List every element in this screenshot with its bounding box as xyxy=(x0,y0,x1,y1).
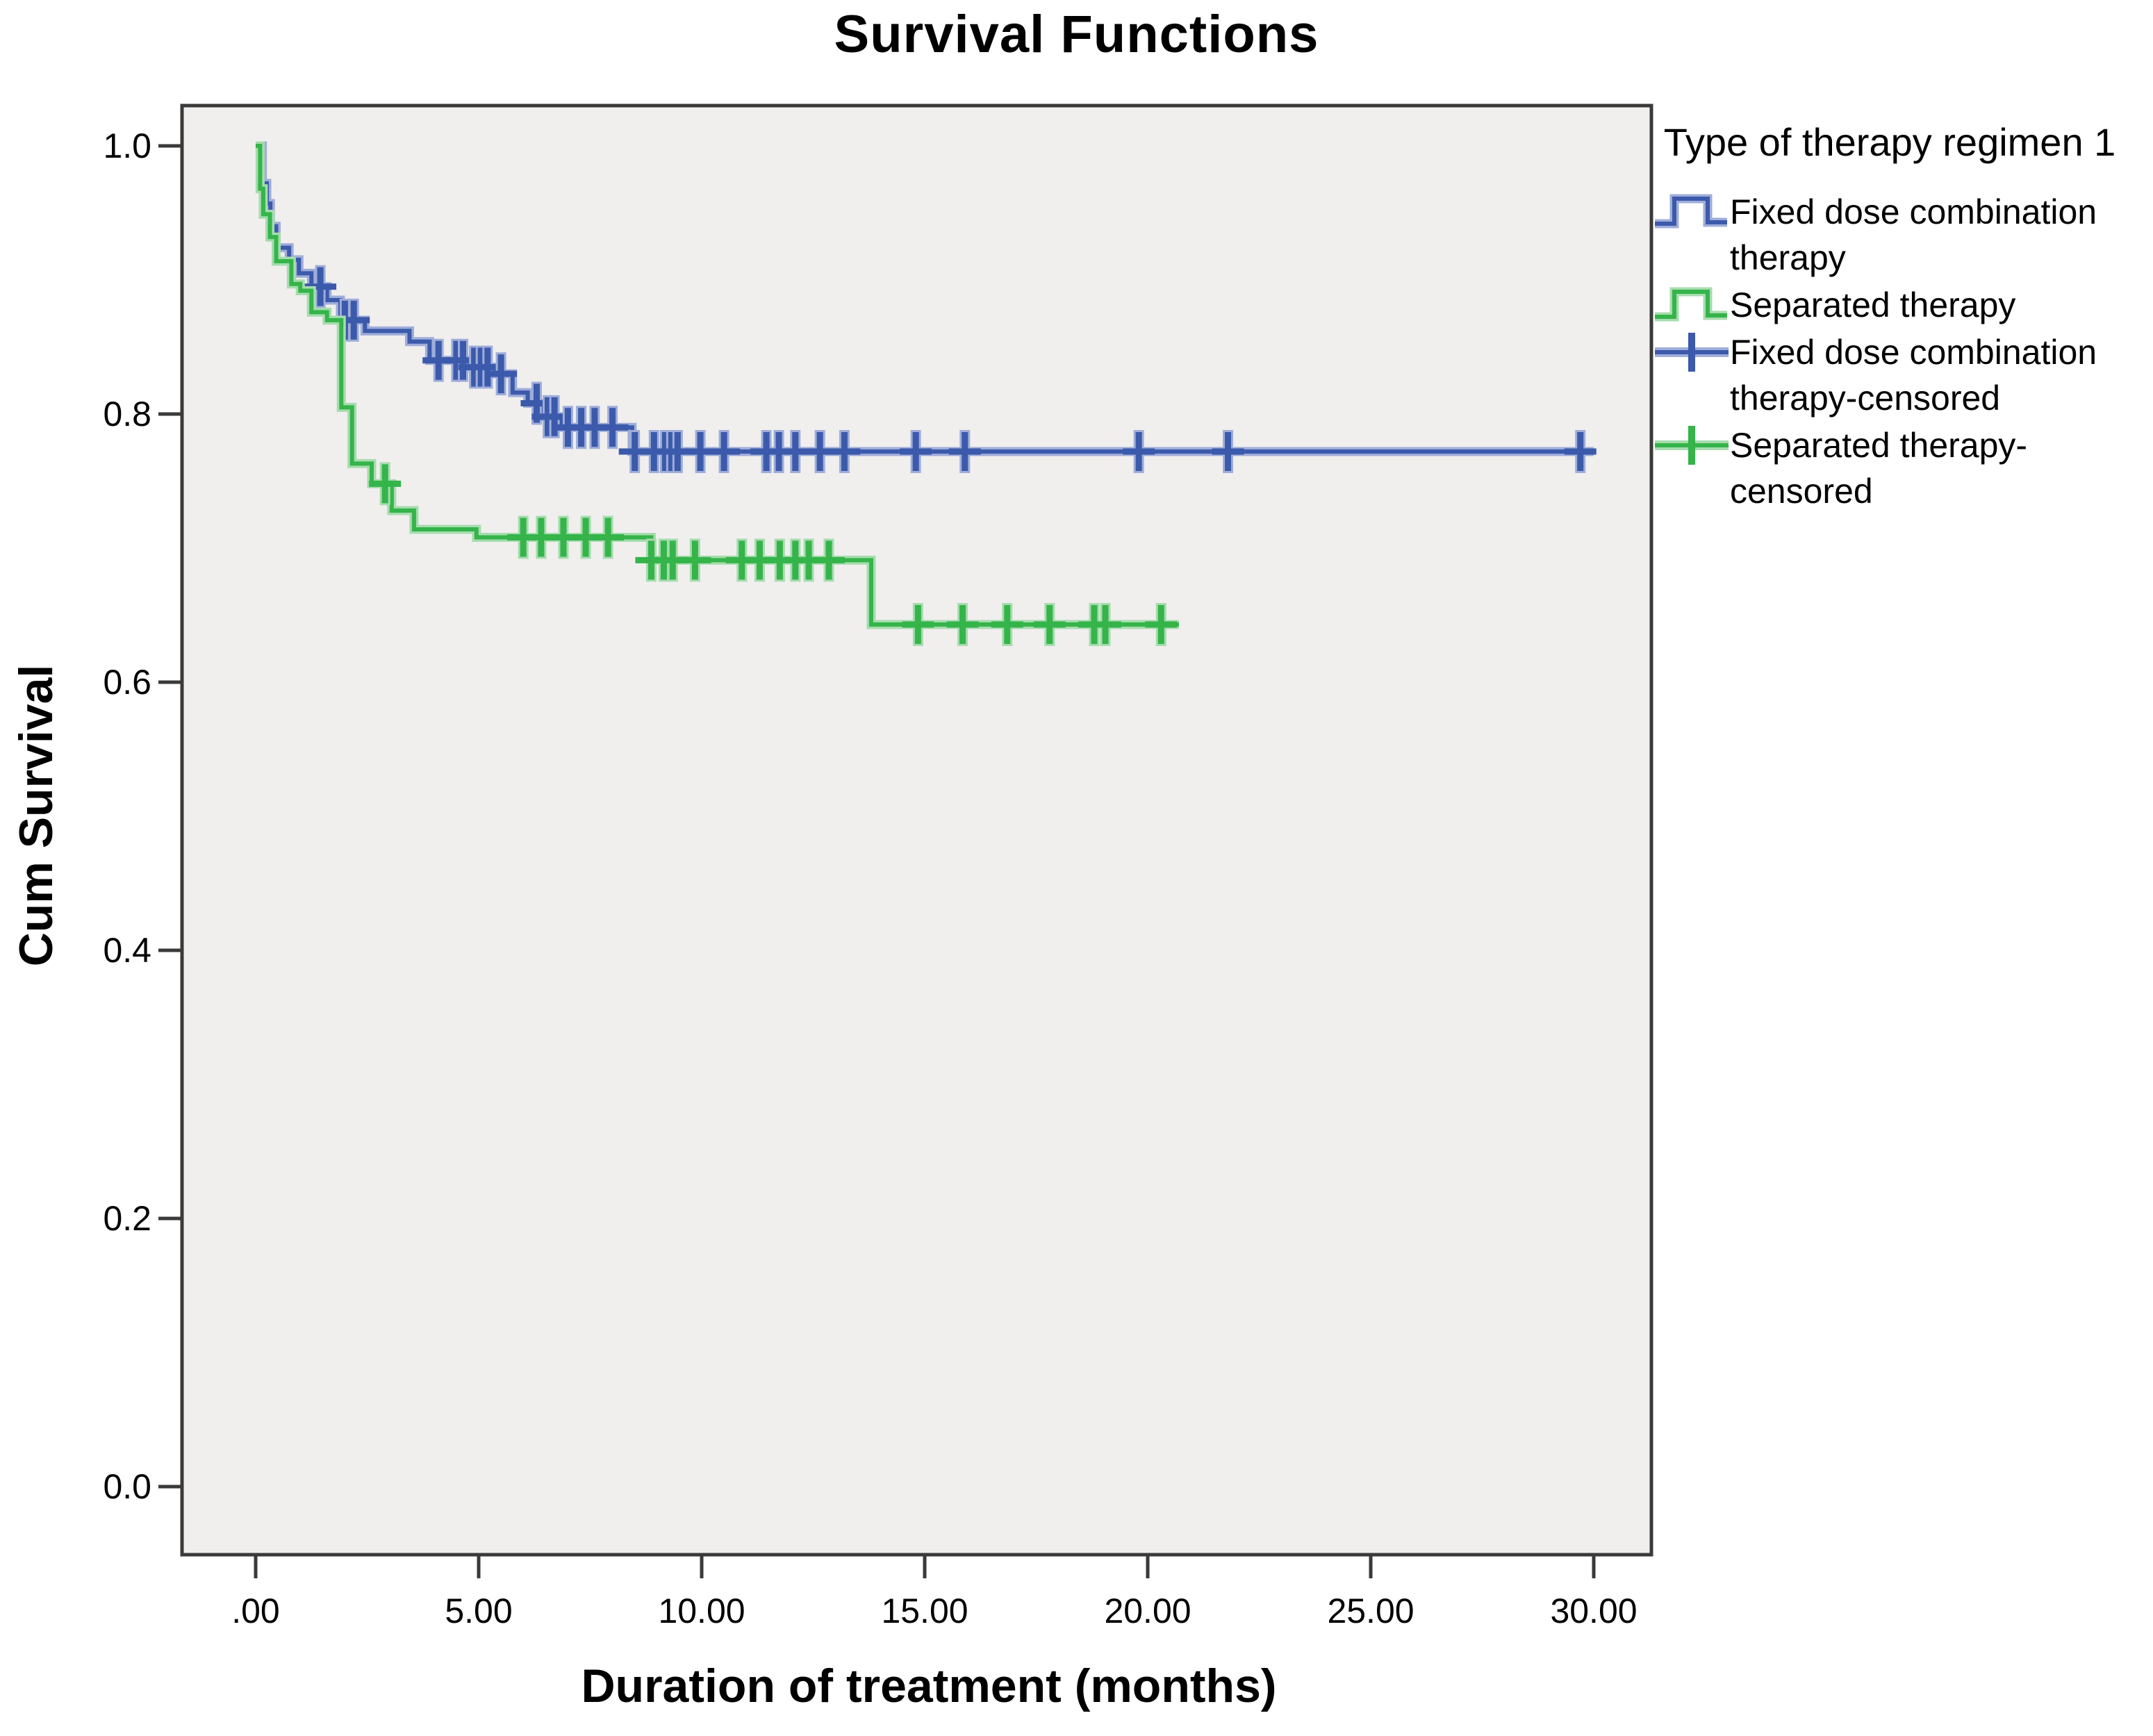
x-tick-label: 20.00 xyxy=(1104,1592,1191,1630)
x-tick-label: 15.00 xyxy=(881,1592,968,1630)
y-tick-label: 1.0 xyxy=(103,126,151,165)
legend-item-fixed-dose-censored: Fixed dose combination therapy-censored xyxy=(1653,329,2147,421)
step-line-icon xyxy=(1655,194,1727,229)
chart-title: Survival Functions xyxy=(834,5,1319,64)
x-tick-label: .00 xyxy=(231,1592,280,1630)
plus-marker-icon xyxy=(1655,333,1729,372)
y-axis-label: Cum Survival xyxy=(10,664,63,967)
legend-item-label: Fixed dose combination therapy-censored xyxy=(1730,333,2097,418)
x-tick-label: 5.00 xyxy=(445,1592,513,1630)
legend-item-fixed-dose: Fixed dose combination therapy xyxy=(1653,189,2147,281)
x-tick-label: 25.00 xyxy=(1327,1592,1414,1630)
plot-frame xyxy=(180,104,1653,1557)
y-tick-label: 0.0 xyxy=(103,1467,151,1506)
legend-item-label: Fixed dose combination therapy xyxy=(1730,192,2097,277)
plus-marker-icon xyxy=(1655,426,1729,465)
legend: Type of therapy regimen 1 Fixed dose com… xyxy=(1653,117,2147,515)
legend-item-separated: Separated therapy xyxy=(1653,282,2147,328)
y-tick-label: 0.4 xyxy=(103,931,151,970)
y-tick-label: 0.6 xyxy=(103,663,151,702)
legend-item-separated-censored: Separated therapy-censored xyxy=(1653,422,2147,514)
y-tick-label: 0.2 xyxy=(103,1199,151,1238)
y-tick-label: 0.8 xyxy=(103,395,151,433)
survival-curve-1 xyxy=(256,144,1179,627)
legend-title: Type of therapy regimen 1 xyxy=(1663,120,2116,164)
legend-item-label: Separated therapy xyxy=(1730,286,2016,324)
legend-item-label: Separated therapy-censored xyxy=(1730,426,2028,511)
x-tick-label: 30.00 xyxy=(1550,1592,1638,1630)
step-line-icon xyxy=(1655,287,1727,322)
x-axis-label: Duration of treatment (months) xyxy=(581,1660,1277,1712)
x-tick-label: 10.00 xyxy=(658,1592,745,1630)
